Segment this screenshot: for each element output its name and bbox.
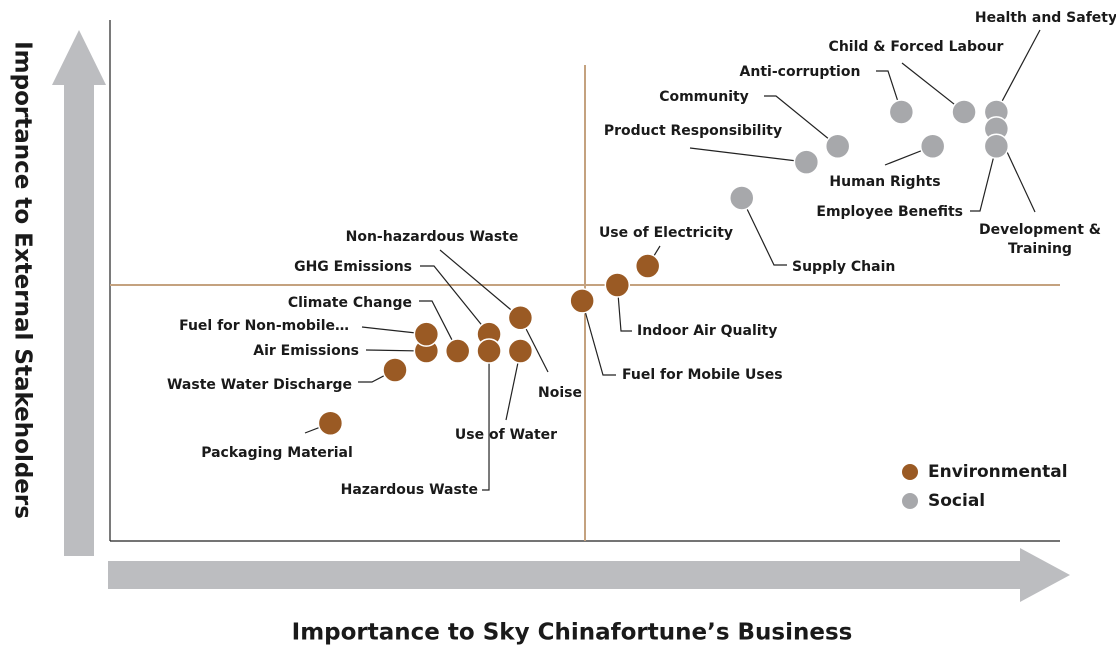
point — [824, 133, 851, 159]
leader-line — [970, 146, 997, 212]
point — [413, 321, 440, 347]
leader-line — [689, 147, 807, 163]
point-label: Child & Forced Labour — [829, 39, 1004, 55]
point-label: GHG Emissions — [294, 259, 412, 275]
point-label: Climate Change — [288, 295, 412, 311]
x-arrow — [108, 548, 1070, 602]
point — [729, 185, 755, 211]
point — [507, 338, 534, 364]
legend-label: Social — [928, 491, 985, 511]
x-axis-label: Importance to Sky Chinafortune’s Busines… — [292, 620, 853, 645]
point-label: Use of Water — [455, 427, 557, 443]
y-axis-label: Importance to External Stakeholders — [10, 41, 36, 519]
point-label: Noise — [538, 385, 582, 401]
point — [634, 253, 661, 279]
point — [444, 338, 471, 364]
point — [317, 410, 344, 436]
point — [793, 149, 820, 175]
point-label: Product Responsibility — [604, 123, 782, 139]
leader-line — [741, 197, 787, 266]
point-label: Hazardous Waste — [341, 482, 478, 498]
point — [983, 133, 1010, 159]
point-label: Waste Water Discharge — [167, 377, 352, 393]
point — [382, 357, 408, 383]
point-label: Use of Electricity — [599, 225, 733, 241]
leader-line — [419, 300, 459, 352]
legend-label: Environmental — [928, 462, 1068, 482]
point-label: Air Emissions — [253, 343, 359, 359]
y-arrow — [52, 30, 106, 556]
point — [919, 133, 946, 159]
leader-line — [581, 300, 616, 376]
legend-marker — [902, 464, 918, 480]
point — [569, 288, 595, 314]
point-label: Employee Benefits — [816, 204, 963, 220]
point-label: Health and Safety — [975, 10, 1116, 26]
point-label: Supply Chain — [792, 259, 895, 275]
legend-marker — [902, 493, 918, 509]
point-label: Development & Training — [978, 222, 1101, 257]
point-label: Non-hazardous Waste — [346, 229, 519, 245]
point-label: Indoor Air Quality — [637, 323, 777, 339]
point — [604, 272, 631, 298]
leader-line — [616, 284, 632, 332]
point-label: Anti-corruption — [740, 64, 861, 80]
point — [951, 99, 977, 125]
point-label: Packaging Material — [201, 445, 353, 461]
leader-line — [439, 249, 521, 319]
leader-line — [995, 29, 1041, 113]
point — [476, 338, 502, 364]
leader-line — [876, 70, 902, 113]
leader-line — [764, 95, 839, 147]
leader-line — [482, 351, 490, 491]
point-label: Community — [659, 89, 749, 105]
point-label: Fuel for Mobile Uses — [622, 367, 783, 383]
leader-line — [420, 265, 490, 335]
point — [888, 99, 915, 125]
point-label: Human Rights — [829, 174, 940, 190]
point — [507, 305, 534, 331]
point-label: Fuel for Non-mobile… — [179, 318, 349, 334]
leader-line — [901, 62, 965, 113]
